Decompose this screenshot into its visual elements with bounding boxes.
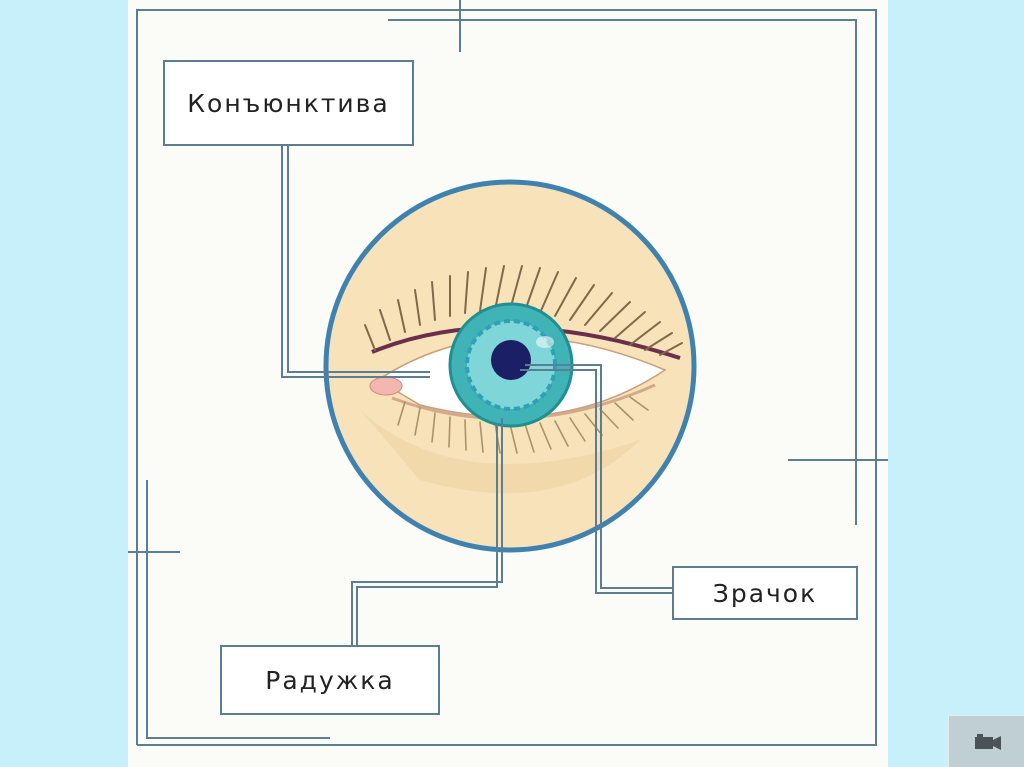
conjunctiva-label: Конъюнктива	[163, 60, 414, 146]
iris-label: Радужка	[220, 645, 440, 715]
pupil-label: Зрачок	[672, 566, 858, 620]
frame-lines	[128, 0, 888, 746]
lower-lashes	[397, 396, 649, 454]
video-camera-icon	[975, 734, 1001, 750]
video-camera-button[interactable]	[948, 715, 1024, 767]
upper-lashes	[364, 265, 683, 356]
leader-lines	[281, 146, 672, 645]
eye-illustration	[323, 179, 697, 553]
